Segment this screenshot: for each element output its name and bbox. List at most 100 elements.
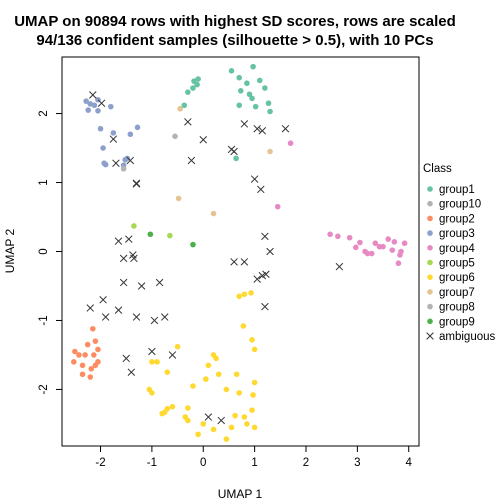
legend-marker-group1 bbox=[427, 186, 433, 192]
group2-point bbox=[95, 359, 101, 365]
group9-point bbox=[147, 231, 154, 238]
group2-point bbox=[76, 352, 82, 358]
series-group9 bbox=[147, 231, 196, 248]
series-group7 bbox=[175, 105, 273, 217]
series-group1 bbox=[181, 63, 273, 162]
legend-marker-group9 bbox=[427, 318, 433, 325]
x-tick-label: 4 bbox=[406, 457, 413, 469]
group2-point bbox=[88, 365, 95, 372]
x-tick-label: 2 bbox=[303, 457, 309, 469]
group6-point bbox=[223, 436, 230, 442]
group2-point bbox=[72, 348, 78, 355]
ambiguous-point bbox=[137, 282, 146, 290]
ambiguous-point bbox=[253, 275, 261, 283]
ambiguous-point bbox=[126, 156, 135, 165]
group3-point bbox=[91, 102, 98, 109]
data-points bbox=[71, 63, 408, 442]
y-tick-label: 0 bbox=[38, 248, 50, 254]
y-tick-label: 2 bbox=[38, 110, 50, 116]
legend-marker-group3 bbox=[427, 230, 433, 236]
group2-point bbox=[79, 362, 86, 369]
ambiguous-point bbox=[230, 147, 238, 156]
group6-point bbox=[190, 383, 196, 389]
ambiguous-point bbox=[281, 124, 290, 133]
group1-point bbox=[262, 85, 268, 91]
group1-point bbox=[256, 77, 263, 84]
ambiguous-point bbox=[240, 258, 249, 266]
group4-point bbox=[398, 248, 404, 255]
group3-point bbox=[107, 103, 114, 110]
group2-point bbox=[82, 352, 88, 358]
group6-point bbox=[200, 421, 207, 427]
ambiguous-point bbox=[114, 306, 123, 314]
series-group4 bbox=[274, 140, 408, 267]
group6-point bbox=[223, 386, 230, 393]
group6-point bbox=[149, 390, 155, 396]
ambiguous-point bbox=[258, 127, 267, 135]
group6-point bbox=[159, 410, 165, 417]
x-tick-label: 1 bbox=[251, 457, 257, 469]
legend-marker-group10 bbox=[427, 200, 433, 207]
group1-point bbox=[194, 81, 200, 88]
group6-point bbox=[195, 431, 201, 438]
y-tick-label: -2 bbox=[38, 384, 50, 394]
group4-point bbox=[380, 243, 386, 250]
ambiguous-point bbox=[160, 313, 169, 321]
group6-point bbox=[169, 403, 176, 410]
group6-point bbox=[241, 291, 248, 298]
group9-point bbox=[190, 241, 196, 248]
group4-point bbox=[395, 260, 402, 267]
group3-point bbox=[85, 107, 91, 113]
legend-marker-group2 bbox=[427, 215, 433, 222]
group7-point bbox=[210, 210, 217, 217]
group1-point bbox=[236, 102, 243, 109]
ambiguous-point bbox=[114, 237, 123, 245]
group3-point bbox=[127, 131, 134, 138]
ambiguous-point bbox=[127, 368, 136, 376]
group6-point bbox=[213, 355, 219, 362]
group1-point bbox=[244, 80, 250, 87]
group8-point bbox=[172, 133, 178, 140]
legend-title: Class bbox=[423, 163, 452, 175]
group6-point bbox=[250, 392, 256, 398]
ambiguous-point bbox=[130, 254, 138, 263]
legend-label-group2: group2 bbox=[439, 213, 475, 225]
legend-label-group4: group4 bbox=[439, 243, 475, 255]
group1-point bbox=[267, 108, 273, 115]
legend: Class group1 group10 group2 group3 group4 gro… bbox=[423, 163, 496, 343]
group3-point bbox=[100, 145, 106, 151]
legend-label-ambiguous: ambiguous bbox=[439, 331, 496, 343]
legend-marker-group8 bbox=[427, 303, 433, 310]
group4-point bbox=[287, 140, 294, 147]
group1-point bbox=[185, 89, 191, 95]
group6-point bbox=[233, 371, 240, 378]
ambiguous-point bbox=[199, 136, 208, 144]
group4-point bbox=[389, 247, 396, 253]
series-group2 bbox=[71, 325, 101, 380]
group6-point bbox=[164, 369, 171, 376]
ambiguous-point bbox=[261, 302, 269, 311]
group5-point bbox=[167, 232, 173, 239]
x-tick-label: -1 bbox=[147, 457, 157, 469]
group1-point bbox=[250, 63, 256, 70]
ambiguous-point bbox=[187, 156, 196, 165]
ambiguous-point bbox=[125, 235, 133, 243]
y-tick-label: -1 bbox=[38, 315, 50, 325]
ambiguous-point bbox=[148, 347, 156, 356]
group6-point bbox=[244, 421, 250, 427]
legend-label-group9: group9 bbox=[439, 316, 475, 328]
series-ambiguous bbox=[86, 91, 344, 425]
group6-point bbox=[232, 412, 238, 419]
x-tick-label: -2 bbox=[95, 457, 105, 469]
group2-point bbox=[92, 338, 99, 344]
group4-point bbox=[346, 234, 353, 241]
legend-label-group3: group3 bbox=[439, 228, 475, 240]
y-axis-label: UMAP 2 bbox=[3, 228, 17, 273]
group1-point bbox=[252, 103, 259, 110]
group6-point bbox=[251, 379, 258, 386]
group7-point bbox=[177, 105, 183, 112]
ambiguous-point bbox=[230, 258, 238, 266]
ambiguous-point bbox=[97, 99, 106, 107]
ambiguous-point bbox=[250, 175, 259, 183]
legend-label-group1: group1 bbox=[439, 184, 475, 196]
